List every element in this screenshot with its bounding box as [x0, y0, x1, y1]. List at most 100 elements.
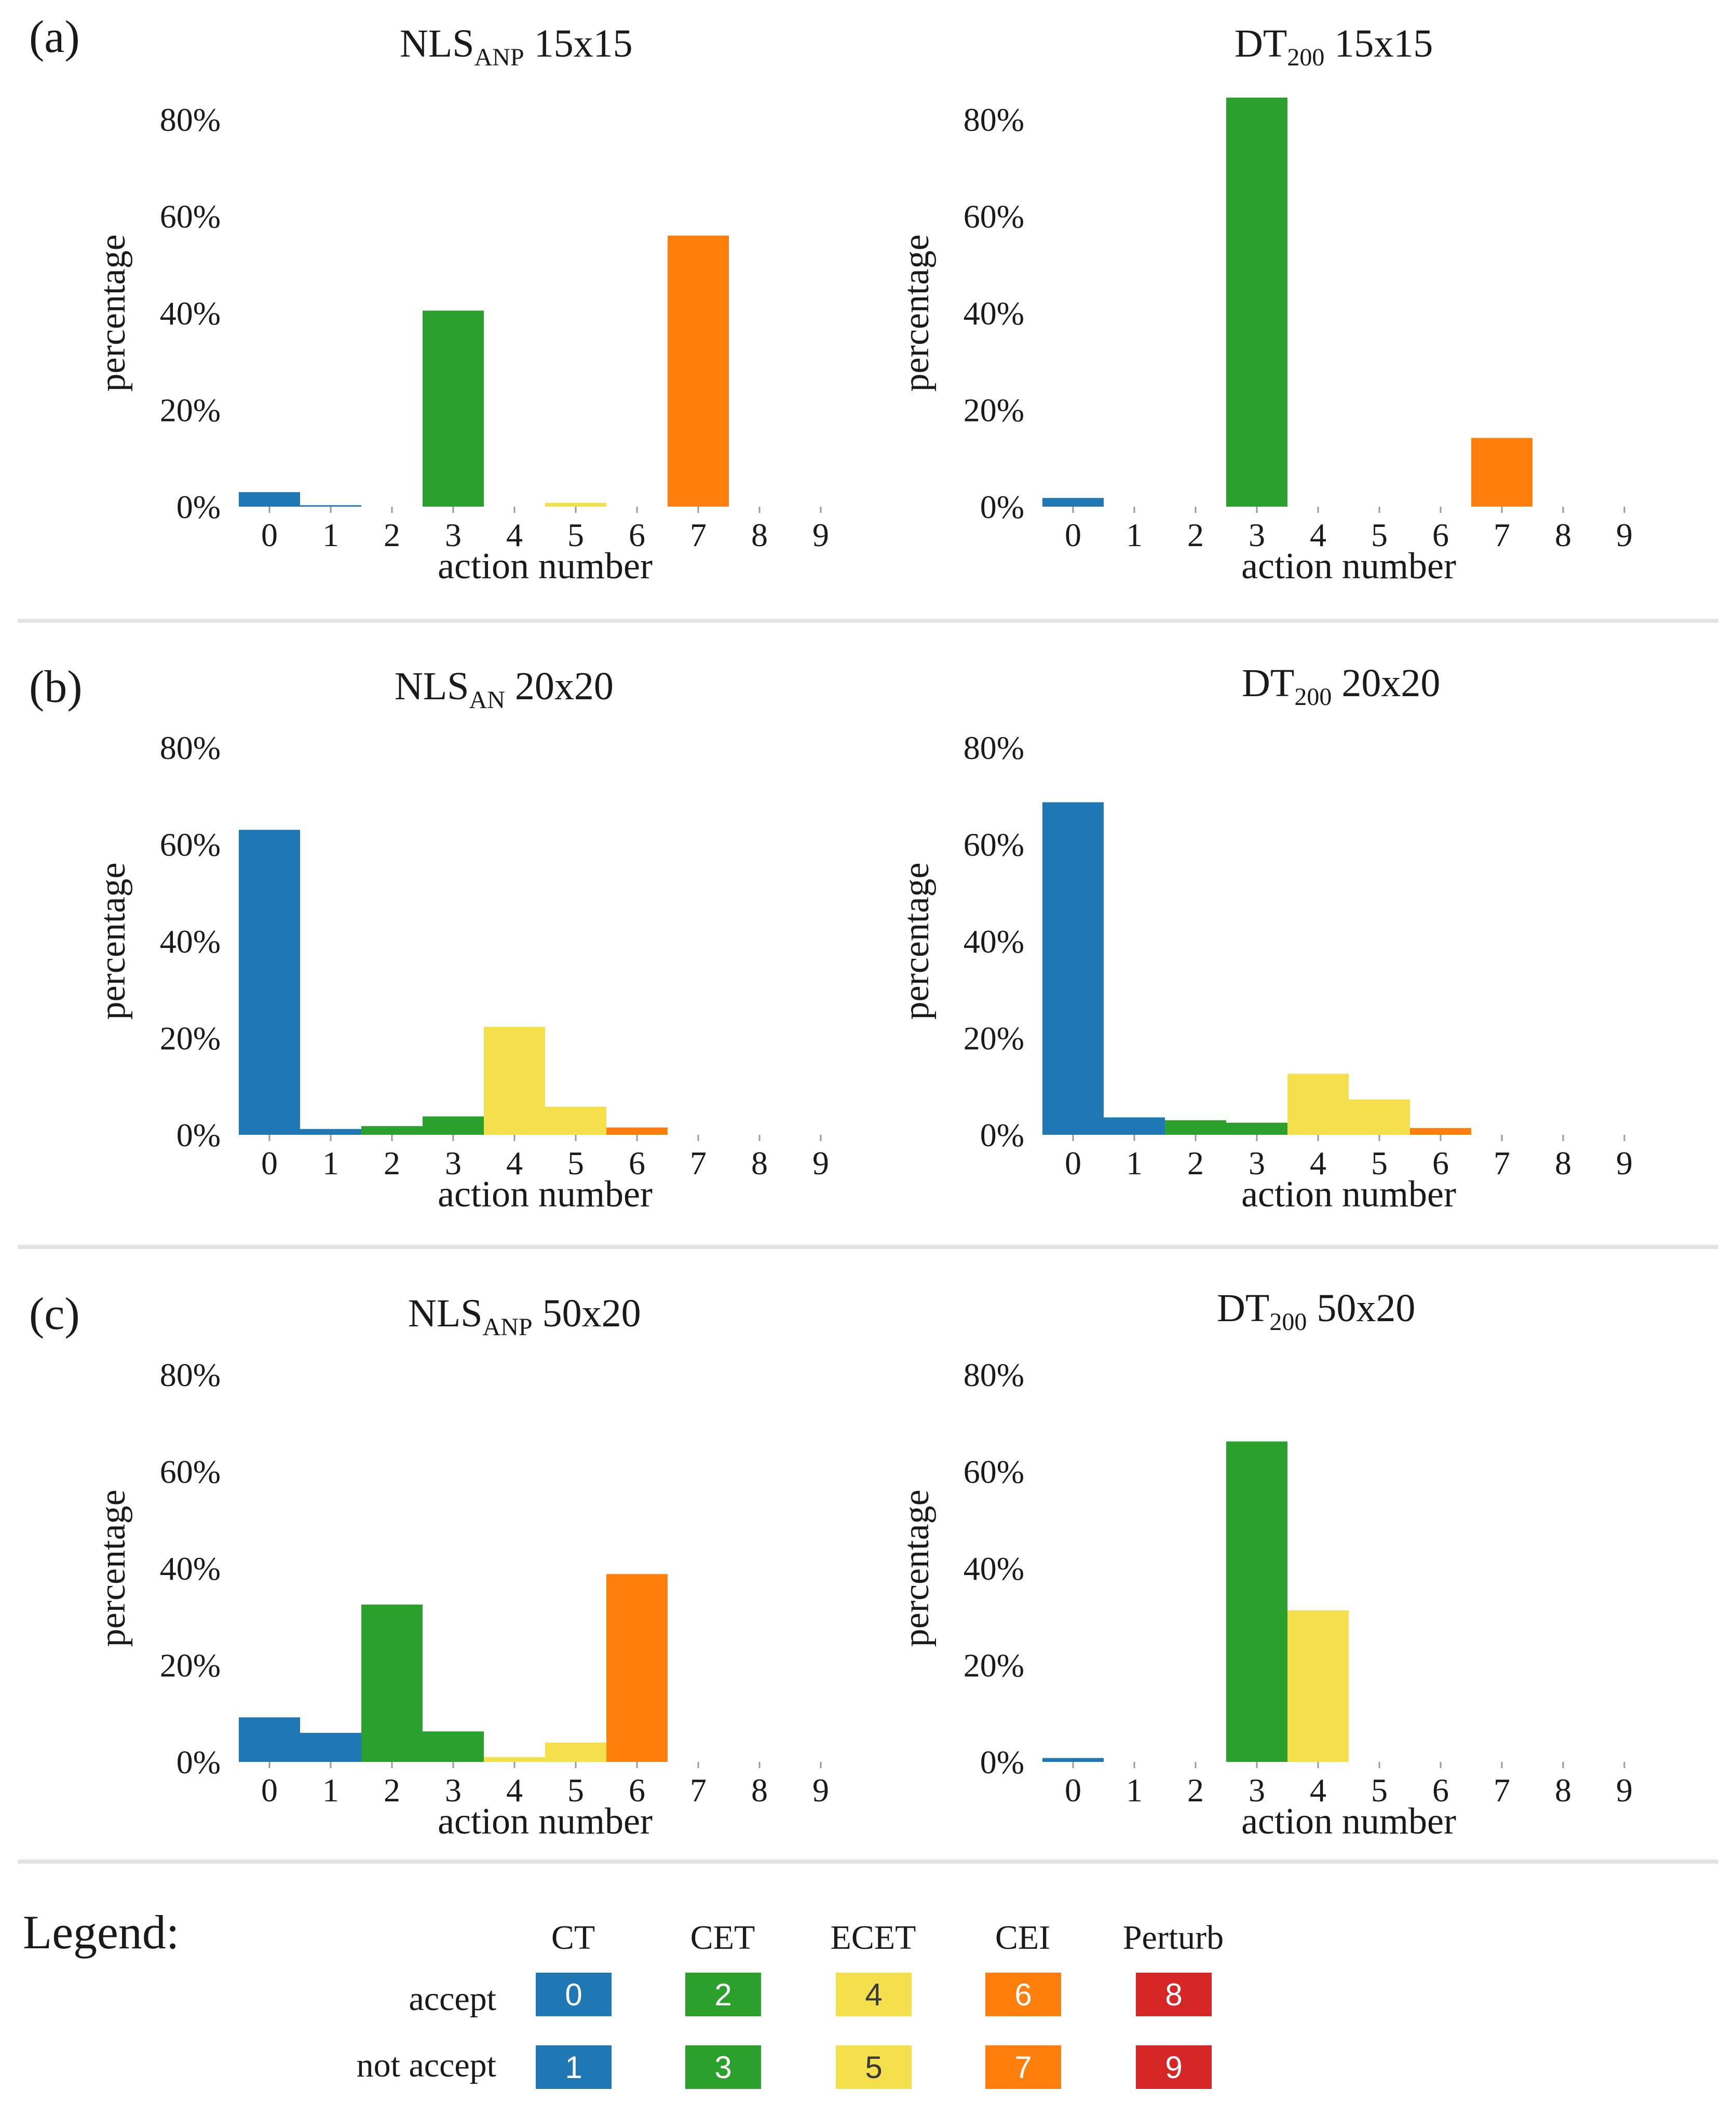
y-axis-label: percentage	[93, 234, 133, 391]
legend-column-label: CET	[690, 1919, 755, 1957]
bar-1	[300, 505, 361, 507]
chart-title: DT200 50x20	[1217, 1286, 1416, 1336]
legend-column-label: ECET	[830, 1919, 916, 1957]
x-tick-label: 4	[506, 517, 523, 553]
x-tick-label: 4	[506, 1772, 523, 1809]
x-tick-label: 9	[812, 1145, 829, 1182]
panel-label-c: (c)	[29, 1289, 80, 1339]
y-tick-label: 80%	[964, 729, 1024, 766]
bar-6	[606, 1574, 668, 1762]
chart-title: NLSANP 15x15	[400, 22, 633, 71]
x-axis-label: action number	[1241, 545, 1456, 587]
x-tick-label: 0	[261, 1145, 278, 1182]
x-tick-label: 5	[567, 1145, 584, 1182]
x-tick-label: 1	[322, 1145, 339, 1182]
y-tick-label: 40%	[160, 295, 221, 332]
chart-title: DT200 20x20	[1242, 661, 1441, 711]
bar-1	[300, 1733, 361, 1762]
x-tick-label: 7	[1494, 1145, 1510, 1182]
bar-5	[545, 503, 606, 507]
legend-title: Legend:	[23, 1906, 180, 1959]
legend-swatch-ecet-not-accept: 5	[836, 2045, 912, 2089]
y-tick-label: 60%	[160, 1454, 221, 1490]
y-tick-label: 0%	[177, 1117, 221, 1153]
bar-chart: 0% 20% 40% 60% 80% percentage 0 1 2 3 4 5 6 7 8 9 action…	[897, 98, 1633, 587]
x-tick-label: 3	[445, 517, 462, 553]
bar-0	[239, 1717, 300, 1762]
y-axis-label: percentage	[897, 234, 937, 391]
x-axis-label: action number	[1241, 1173, 1456, 1215]
y-tick-label: 20%	[964, 392, 1024, 429]
legend-column-label: CT	[551, 1919, 595, 1957]
y-tick-label: 80%	[964, 101, 1024, 138]
bar-chart: 0% 20% 40% 60% 80% percentage 0 1 2 3 4 5 6 7 8 9 action…	[897, 729, 1633, 1215]
bar-3	[423, 310, 484, 507]
x-tick-label: 8	[751, 1145, 768, 1182]
x-tick-label: 5	[1371, 1772, 1388, 1809]
x-tick-label: 2	[384, 1145, 400, 1182]
bar-5	[1349, 1099, 1410, 1135]
x-tick-label: 8	[1555, 517, 1571, 553]
y-tick-label: 60%	[160, 198, 221, 235]
y-tick-label: 60%	[160, 826, 221, 863]
legend-swatch-ct-not-accept: 1	[536, 2045, 612, 2089]
bar-4	[484, 1027, 545, 1135]
x-tick-label: 5	[567, 517, 584, 553]
legend-swatch-ct-accept: 0	[536, 1973, 612, 2016]
legend-swatch-perturb-not-accept: 9	[1136, 2045, 1212, 2089]
y-tick-label: 40%	[160, 923, 221, 960]
legend-swatch-cet-accept: 2	[685, 1973, 761, 2016]
bar-0	[239, 830, 300, 1135]
bar-4	[1287, 1610, 1349, 1762]
y-tick-label: 40%	[964, 295, 1024, 332]
x-tick-label: 2	[1187, 1145, 1204, 1182]
x-tick-label: 2	[1187, 1772, 1204, 1809]
y-tick-label: 60%	[964, 826, 1024, 863]
x-tick-label: 4	[1310, 1772, 1326, 1809]
x-tick-label: 6	[1432, 517, 1449, 553]
x-tick-label: 7	[1494, 517, 1510, 553]
x-tick-label: 3	[1249, 517, 1265, 553]
y-tick-label: 20%	[160, 1647, 221, 1684]
y-tick-label: 0%	[980, 1117, 1024, 1153]
bar-chart: 0% 20% 40% 60% 80% percentage 0 1 2 3 4 5 6 7 8 9 action…	[93, 729, 829, 1215]
y-tick-label: 20%	[160, 1020, 221, 1057]
y-axis-label: percentage	[897, 1489, 937, 1647]
x-tick-label: 0	[1065, 1145, 1081, 1182]
separator	[18, 619, 1718, 623]
x-tick-label: 0	[261, 1772, 278, 1809]
legend-row-label: accept	[409, 1980, 496, 2018]
x-axis-label: action number	[438, 1173, 653, 1215]
bar-5	[545, 1742, 606, 1762]
x-tick-label: 9	[812, 517, 829, 553]
y-tick-label: 20%	[964, 1020, 1024, 1057]
x-tick-label: 8	[751, 1772, 768, 1809]
x-tick-label: 8	[1555, 1772, 1571, 1809]
bar-1	[300, 1129, 361, 1135]
legend-row-label: not accept	[356, 2046, 496, 2084]
x-tick-label: 6	[629, 517, 645, 553]
y-axis-label: percentage	[93, 1489, 133, 1647]
bar-1	[1104, 1117, 1165, 1135]
chart-title: NLSAN 20x20	[395, 664, 614, 714]
bar-4	[1287, 1074, 1349, 1135]
legend-column-label: Perturb	[1122, 1919, 1224, 1957]
x-tick-label: 7	[690, 517, 707, 553]
x-tick-label: 1	[322, 517, 339, 553]
x-tick-label: 9	[1616, 1145, 1633, 1182]
bar-5	[545, 1106, 606, 1135]
bar-0	[239, 492, 300, 507]
x-tick-label: 5	[567, 1772, 584, 1809]
x-tick-label: 1	[1126, 1145, 1143, 1182]
x-tick-label: 3	[445, 1772, 462, 1809]
x-tick-label: 4	[1310, 517, 1326, 553]
bar-7	[668, 235, 729, 507]
x-tick-label: 2	[1187, 517, 1204, 553]
y-tick-label: 40%	[964, 1550, 1024, 1587]
x-tick-label: 9	[812, 1772, 829, 1809]
separator	[18, 1245, 1718, 1249]
y-tick-label: 60%	[964, 1454, 1024, 1490]
legend-swatch-cei-accept: 6	[985, 1973, 1061, 2016]
x-tick-label: 6	[629, 1145, 645, 1182]
bar-6	[606, 1128, 668, 1135]
